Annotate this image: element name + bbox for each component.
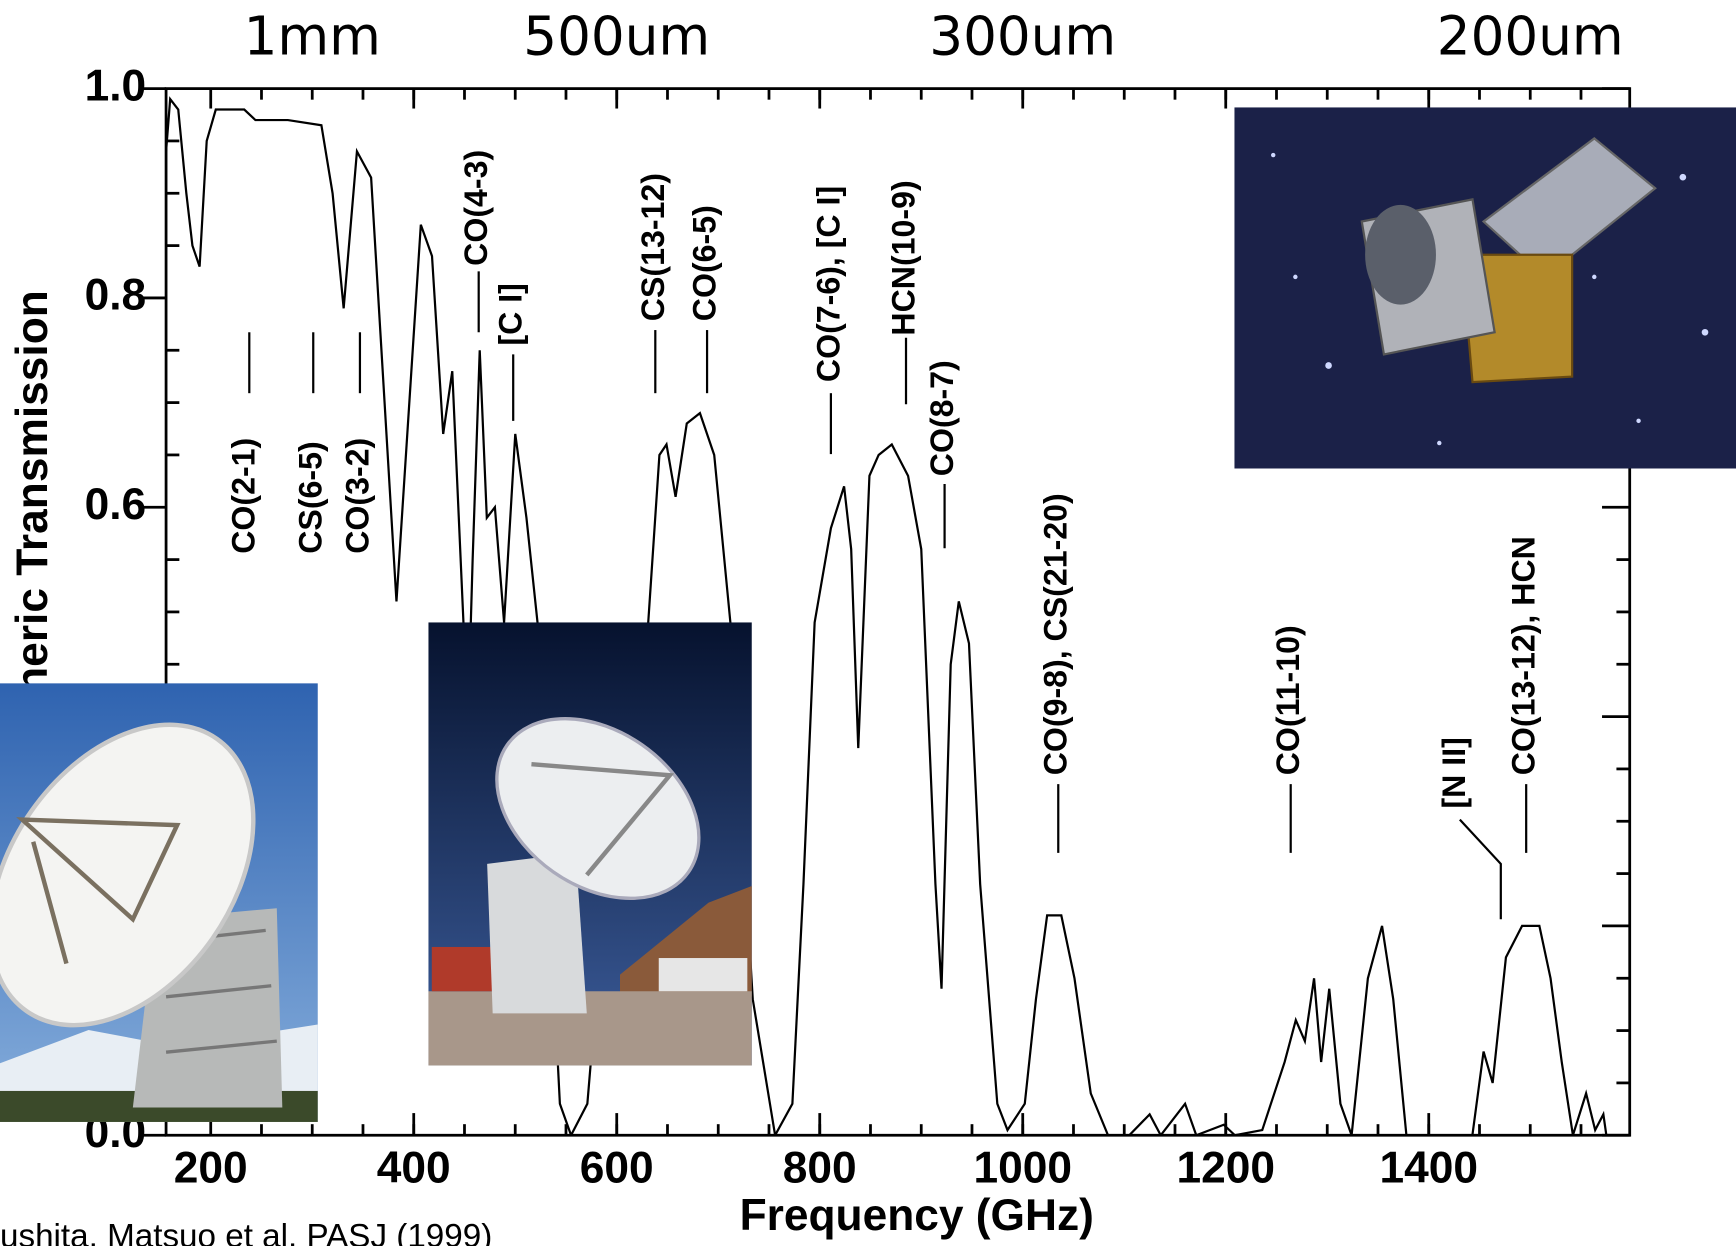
top-axis-label: 1mm	[244, 6, 381, 68]
line-label: CO(11-10)	[1270, 625, 1306, 775]
photo-alma	[428, 622, 751, 1065]
page: Frequency (GHz) Atmospheric Transmission…	[0, 0, 1736, 1246]
line-label: CO(4-3)	[458, 150, 494, 266]
line-label: CS(6-5)	[293, 441, 329, 553]
x-tick-label: 1000	[973, 1143, 1071, 1192]
line-label: CO(9-8), CS(21-20)	[1038, 493, 1074, 775]
line-label: CO(8-7)	[924, 360, 960, 476]
line-label: CO(6-5)	[687, 205, 723, 321]
line-label: CO(2-1)	[225, 438, 261, 554]
top-axis-label: 300um	[929, 6, 1116, 68]
chart: Frequency (GHz) Atmospheric Transmission…	[0, 0, 1736, 1246]
line-label: CO(13-12), HCN	[1506, 536, 1542, 775]
line-label: [C I]	[493, 283, 529, 345]
x-tick-label: 1400	[1379, 1143, 1477, 1192]
x-tick-label: 400	[377, 1143, 451, 1192]
y-tick-label: 0.6	[85, 480, 147, 529]
top-axis-label: 500um	[523, 6, 710, 68]
line-marker	[1460, 820, 1501, 920]
x-axis-label: Frequency (GHz)	[740, 1191, 1094, 1240]
x-tick-label: 800	[783, 1143, 857, 1192]
line-label: CO(3-2)	[339, 438, 375, 554]
photo-satellite	[1234, 107, 1736, 468]
line-label: CS(13-12)	[635, 173, 671, 321]
line-label: [N II]	[1436, 737, 1472, 808]
x-tick-label: 600	[580, 1143, 654, 1192]
y-tick-label: 1.0	[85, 61, 147, 110]
top-axis-label: 200um	[1437, 6, 1624, 68]
line-label: CO(7-6), [C I]	[810, 186, 846, 382]
line-label: HCN(10-9)	[886, 180, 922, 335]
y-tick-label: 0.8	[85, 271, 147, 320]
source-note: ushita, Matsuo et al. PASJ (1999)	[0, 1218, 492, 1246]
x-tick-label: 200	[174, 1143, 248, 1192]
photo-dish	[0, 675, 318, 1122]
x-tick-label: 1200	[1176, 1143, 1274, 1192]
